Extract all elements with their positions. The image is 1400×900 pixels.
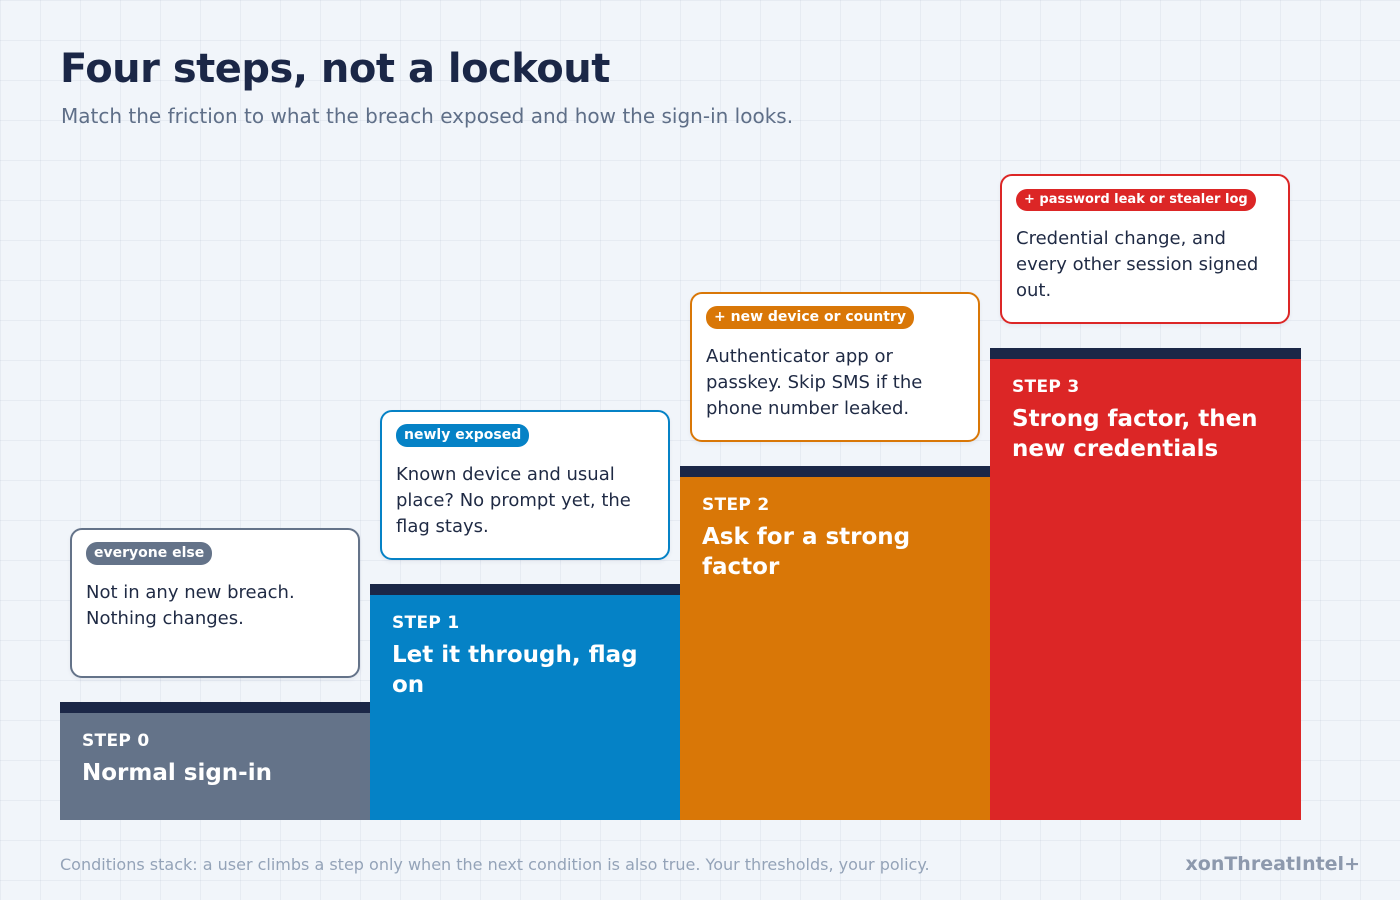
- step-2-condition-card: + new device or country Authenticator ap…: [690, 292, 980, 442]
- step-2-block: STEP 2 Ask for a strong factor: [680, 466, 991, 820]
- step-0-label: STEP 0: [82, 731, 150, 751]
- step-2-condition-badge: + new device or country: [706, 306, 914, 329]
- step-1-condition-card: newly exposed Known device and usual pla…: [380, 410, 670, 560]
- step-3-title: Strong factor, then new credentials: [1012, 406, 1258, 462]
- step-3-label: STEP 3: [1012, 377, 1080, 397]
- step-1-block: STEP 1 Let it through, flag on: [370, 584, 681, 820]
- footer-note: Conditions stack: a user climbs a step o…: [60, 855, 930, 874]
- step-1-title: Let it through, flag on: [392, 642, 638, 698]
- step-3-condition-badge: + password leak or stealer log: [1016, 189, 1256, 211]
- page-title: Four steps, not a lockout: [60, 46, 610, 92]
- step-2-description: Authenticator app or passkey. Skip SMS i…: [706, 345, 923, 419]
- step-3-description: Credential change, and every other sessi…: [1016, 227, 1259, 301]
- step-3-condition-card: + password leak or stealer log Credentia…: [1000, 174, 1290, 324]
- step-0-condition-badge: everyone else: [86, 542, 213, 565]
- page-subtitle: Match the friction to what the breach ex…: [61, 104, 794, 128]
- step-2-label: STEP 2: [702, 495, 770, 515]
- step-0-title: Normal sign-in: [82, 760, 272, 786]
- step-0-description: Not in any new breach. Nothing changes.: [86, 581, 295, 629]
- step-0-block: STEP 0 Normal sign-in: [60, 702, 371, 820]
- step-0-condition-card: everyone else Not in any new breach. Not…: [70, 528, 360, 678]
- step-3-block: STEP 3 Strong factor, then new credentia…: [990, 348, 1301, 820]
- step-2-title: Ask for a strong factor: [702, 524, 911, 580]
- brand-logo: xonThreatIntel+: [1185, 853, 1360, 875]
- step-1-condition-badge: newly exposed: [396, 424, 530, 447]
- step-1-label: STEP 1: [392, 613, 460, 633]
- step-1-description: Known device and usual place? No prompt …: [396, 463, 631, 537]
